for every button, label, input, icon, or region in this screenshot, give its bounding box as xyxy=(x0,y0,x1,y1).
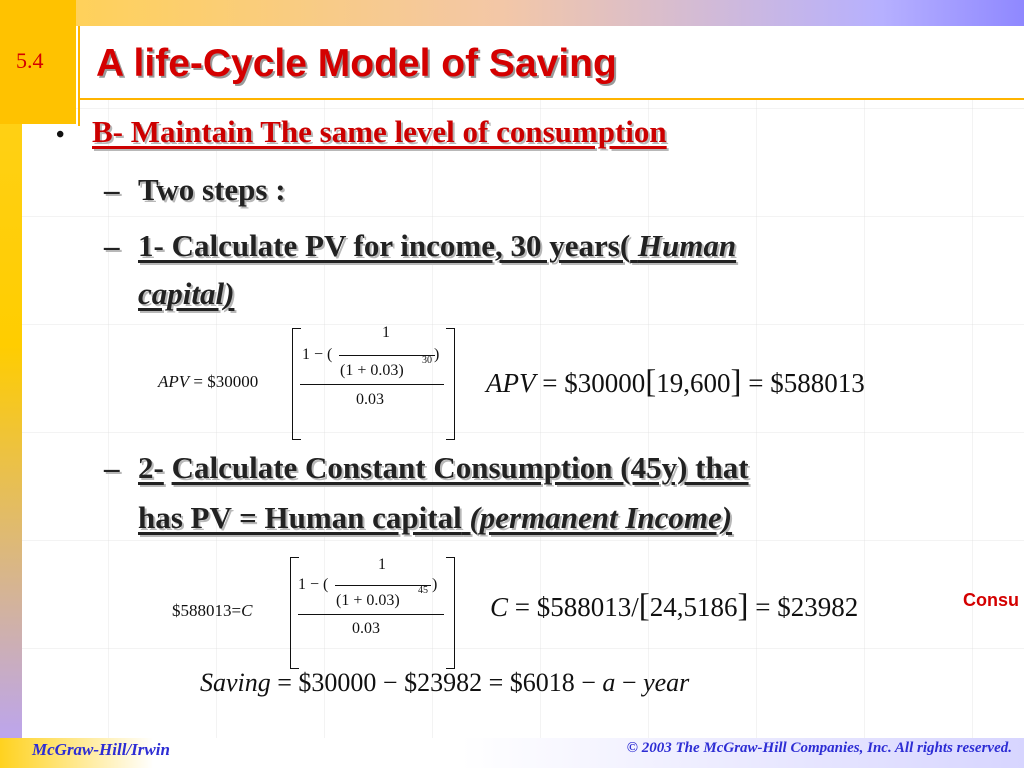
consumption-side-label: Consu xyxy=(963,590,1019,610)
eq2-result-coef: = $588013/ xyxy=(508,592,639,622)
eq2-denominator: 0.03 xyxy=(352,620,380,637)
title-rule-horizontal xyxy=(78,98,1024,100)
bullet-marker: • xyxy=(56,122,65,148)
eq1-coef: $30000 xyxy=(207,372,259,391)
eq2-inner-frac-line xyxy=(335,585,431,586)
slide-number: 5.4 xyxy=(16,48,44,73)
eq2-lhs-group: $588013=C xyxy=(172,601,252,621)
slide-title: A life-Cycle Model of Saving xyxy=(96,42,617,85)
eq1-inner-den: (1 + 0.03) xyxy=(340,362,404,379)
eq1-equals: = xyxy=(193,372,203,391)
eq1-apv-label: APV xyxy=(158,372,190,391)
slide-number-box: 5.4 xyxy=(0,0,76,124)
sub-calc-consumption-line1: 2- Calculate Constant Consumption (45y) … xyxy=(138,450,749,486)
sub-calc-consumption-text: Calculate Constant Consumption (45y) tha… xyxy=(171,450,749,485)
eq2-right-bracket xyxy=(446,557,455,669)
top-gradient-band xyxy=(76,0,1024,26)
eq2-result-rbracket: ] xyxy=(737,588,749,624)
sub-calc-pv-human: Human xyxy=(637,228,737,263)
footer-publisher: McGraw-Hill/Irwin xyxy=(32,740,170,759)
sub-calc-pv-line2: capital) xyxy=(138,276,234,312)
eq1-exponent: 30 xyxy=(422,355,432,366)
footer-copyright: © 2003 The McGraw-Hill Companies, Inc. A… xyxy=(626,740,1012,756)
eq2-left-bracket xyxy=(290,557,299,669)
eq3-dash: − xyxy=(615,668,644,697)
eq2-result-lbracket: [ xyxy=(638,588,650,624)
eq1-lhs-group: APV = $30000 xyxy=(158,372,258,392)
eq2-inner-num: 1 xyxy=(378,556,386,573)
eq2-close-paren: ) xyxy=(432,576,438,593)
sub-calc-pv-prefix: 1- Calculate PV for income, 30 years( xyxy=(138,228,631,263)
eq1-result-coef: = $30000 xyxy=(535,368,646,398)
sub-calc-consumption-line2: has PV = Human capital (permanent Income… xyxy=(138,500,732,536)
eq1-result-apv: APV xyxy=(486,368,536,398)
title-rule-vertical xyxy=(78,26,80,126)
eq1-result: APV = $30000[19,600] = $588013 xyxy=(486,364,865,401)
eq2-lhs: $588013 xyxy=(172,601,232,620)
eq2-result-rhs: = $23982 xyxy=(748,592,859,622)
sub-calc-pv-line1: 1- Calculate PV for income, 30 years( Hu… xyxy=(138,228,736,264)
bullet-maintain-consumption: B- Maintain The same level of consumptio… xyxy=(92,114,667,149)
eq1-inner-num: 1 xyxy=(382,324,390,341)
sub-two-steps: Two steps : xyxy=(138,172,286,207)
eq3-saving: Saving = $30000 − $23982 = $6018 − a − y… xyxy=(200,668,689,698)
eq1-inner-frac-line xyxy=(339,355,435,356)
eq2-exponent: 45 xyxy=(418,585,428,596)
eq1-main-frac-line xyxy=(300,384,444,385)
eq2-result-c: C xyxy=(490,592,509,622)
eq2-one-minus: 1 − ( xyxy=(298,576,329,593)
eq3-middle: = $30000 − $23982 = $6018 − xyxy=(270,668,603,697)
left-decor-bar xyxy=(0,0,22,768)
eq2-equals: = xyxy=(231,601,242,620)
eq3-a: a xyxy=(602,668,616,697)
eq1-result-rbracket: ] xyxy=(730,364,742,400)
eq2-inner-den: (1 + 0.03) xyxy=(336,592,400,609)
sub-calc-pv-capital: capital) xyxy=(138,276,235,311)
footer-bar xyxy=(0,738,1024,768)
eq3-saving-label: Saving xyxy=(200,668,271,697)
eq1-result-rhs: = $588013 xyxy=(741,368,865,398)
dash-marker-2: – xyxy=(104,228,120,263)
dash-marker-3: – xyxy=(104,450,120,485)
sub-calc-consumption-pv: has PV = Human capital xyxy=(138,500,462,535)
eq2-main-frac-line xyxy=(298,614,444,615)
eq1-left-bracket xyxy=(292,328,301,440)
eq1-result-lbracket: [ xyxy=(645,364,657,400)
eq2-result: C = $588013/[24,5186] = $23982 xyxy=(490,588,858,625)
eq1-denominator: 0.03 xyxy=(356,391,384,408)
eq1-result-bracket-value: 19,600 xyxy=(656,368,731,398)
eq1-close-paren: ) xyxy=(434,346,440,363)
sub-calc-consumption-permanent: (permanent Income) xyxy=(469,500,733,535)
title-panel xyxy=(78,26,1024,98)
sub-calc-consumption-prefix: 2- xyxy=(138,450,164,485)
eq1-right-bracket xyxy=(446,328,455,440)
eq1-one-minus: 1 − ( xyxy=(302,346,333,363)
eq3-year: year xyxy=(643,668,690,697)
dash-marker-1: – xyxy=(104,172,120,207)
eq2-var: C xyxy=(241,601,253,620)
eq2-result-bracket-value: 24,5186 xyxy=(649,592,738,622)
